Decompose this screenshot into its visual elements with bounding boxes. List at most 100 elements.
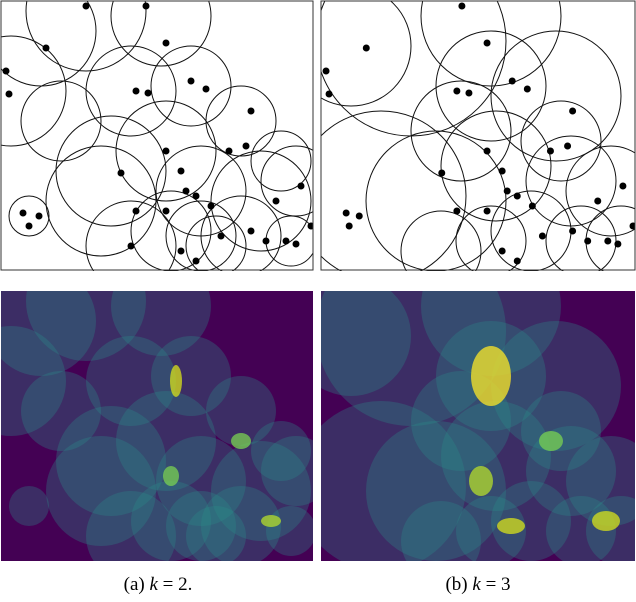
- blob: [166, 491, 236, 561]
- blob: [206, 376, 276, 446]
- circle: [410, 80, 512, 182]
- point: [483, 39, 491, 47]
- point: [162, 207, 170, 215]
- blob: [321, 291, 411, 396]
- point: [242, 142, 250, 150]
- point: [498, 247, 506, 255]
- blob: [321, 291, 506, 426]
- blob: [251, 421, 311, 481]
- point: [498, 167, 506, 175]
- point: [192, 192, 200, 200]
- circle: [1, 1, 97, 87]
- point: [177, 247, 185, 255]
- point: [569, 227, 577, 235]
- panel-a-heatmap: [1, 291, 313, 561]
- point: [82, 2, 90, 10]
- hotspot: [261, 515, 281, 527]
- point: [594, 197, 602, 205]
- caption-rest: = 2.: [163, 574, 193, 595]
- point: [503, 187, 511, 195]
- blob: [1, 326, 66, 436]
- circle: [110, 1, 212, 67]
- point: [247, 227, 255, 235]
- hotspot: [469, 466, 493, 496]
- circle: [321, 110, 467, 271]
- blob: [186, 506, 246, 561]
- blob: [86, 491, 176, 561]
- panel-a-circles: [0, 0, 314, 271]
- point: [192, 257, 200, 265]
- circle: [150, 45, 232, 127]
- point: [483, 147, 491, 155]
- blob: [456, 496, 526, 561]
- circle: [1, 35, 67, 147]
- circle: [20, 80, 102, 162]
- plot-area: [1, 1, 313, 271]
- blob: [401, 501, 481, 561]
- point: [614, 240, 622, 248]
- point: [162, 39, 170, 47]
- point: [528, 202, 536, 210]
- blob: [116, 391, 216, 491]
- point: [202, 85, 210, 93]
- point: [182, 187, 190, 195]
- point: [483, 207, 491, 215]
- point: [342, 209, 350, 217]
- blob: [521, 391, 601, 471]
- blob: [131, 481, 211, 561]
- point: [127, 242, 135, 250]
- hotspot: [592, 511, 620, 531]
- point: [465, 89, 473, 97]
- point: [187, 77, 195, 85]
- point: [438, 169, 446, 177]
- point: [604, 237, 612, 245]
- point: [297, 182, 305, 190]
- circle: [520, 100, 602, 182]
- plot-area: [321, 1, 635, 271]
- point: [282, 237, 290, 245]
- hotspot: [471, 346, 511, 406]
- blob: [86, 336, 176, 426]
- point: [513, 257, 521, 265]
- point: [162, 147, 170, 155]
- point: [177, 167, 185, 175]
- blob: [111, 291, 211, 356]
- blob: [441, 401, 551, 511]
- point: [458, 2, 466, 10]
- point: [619, 182, 627, 190]
- point: [144, 89, 152, 97]
- point: [508, 77, 516, 85]
- blob: [211, 441, 311, 541]
- hotspot: [170, 365, 182, 397]
- blob: [366, 421, 506, 561]
- circle: [321, 1, 412, 107]
- circle: [321, 1, 507, 137]
- hotspot: [163, 466, 179, 486]
- point: [42, 44, 50, 52]
- point: [2, 67, 10, 75]
- caption-rest: = 3: [486, 574, 511, 595]
- blob: [56, 406, 166, 516]
- background: [321, 291, 635, 561]
- point: [225, 147, 233, 155]
- circle: [420, 1, 562, 87]
- blob: [46, 436, 156, 546]
- point: [523, 85, 531, 93]
- circle: [250, 130, 312, 192]
- point: [132, 87, 140, 95]
- blob: [321, 401, 466, 561]
- panel-b-heatmap: [321, 291, 635, 561]
- circle: [435, 30, 547, 142]
- point: [117, 169, 125, 177]
- background: [1, 291, 313, 561]
- point: [584, 237, 592, 245]
- point: [272, 197, 280, 205]
- blob: [491, 481, 571, 561]
- hotspot: [497, 518, 525, 534]
- blob: [151, 336, 231, 416]
- circle: [45, 145, 157, 257]
- circle: [565, 145, 635, 237]
- circle: [490, 30, 622, 162]
- circle: [8, 195, 50, 237]
